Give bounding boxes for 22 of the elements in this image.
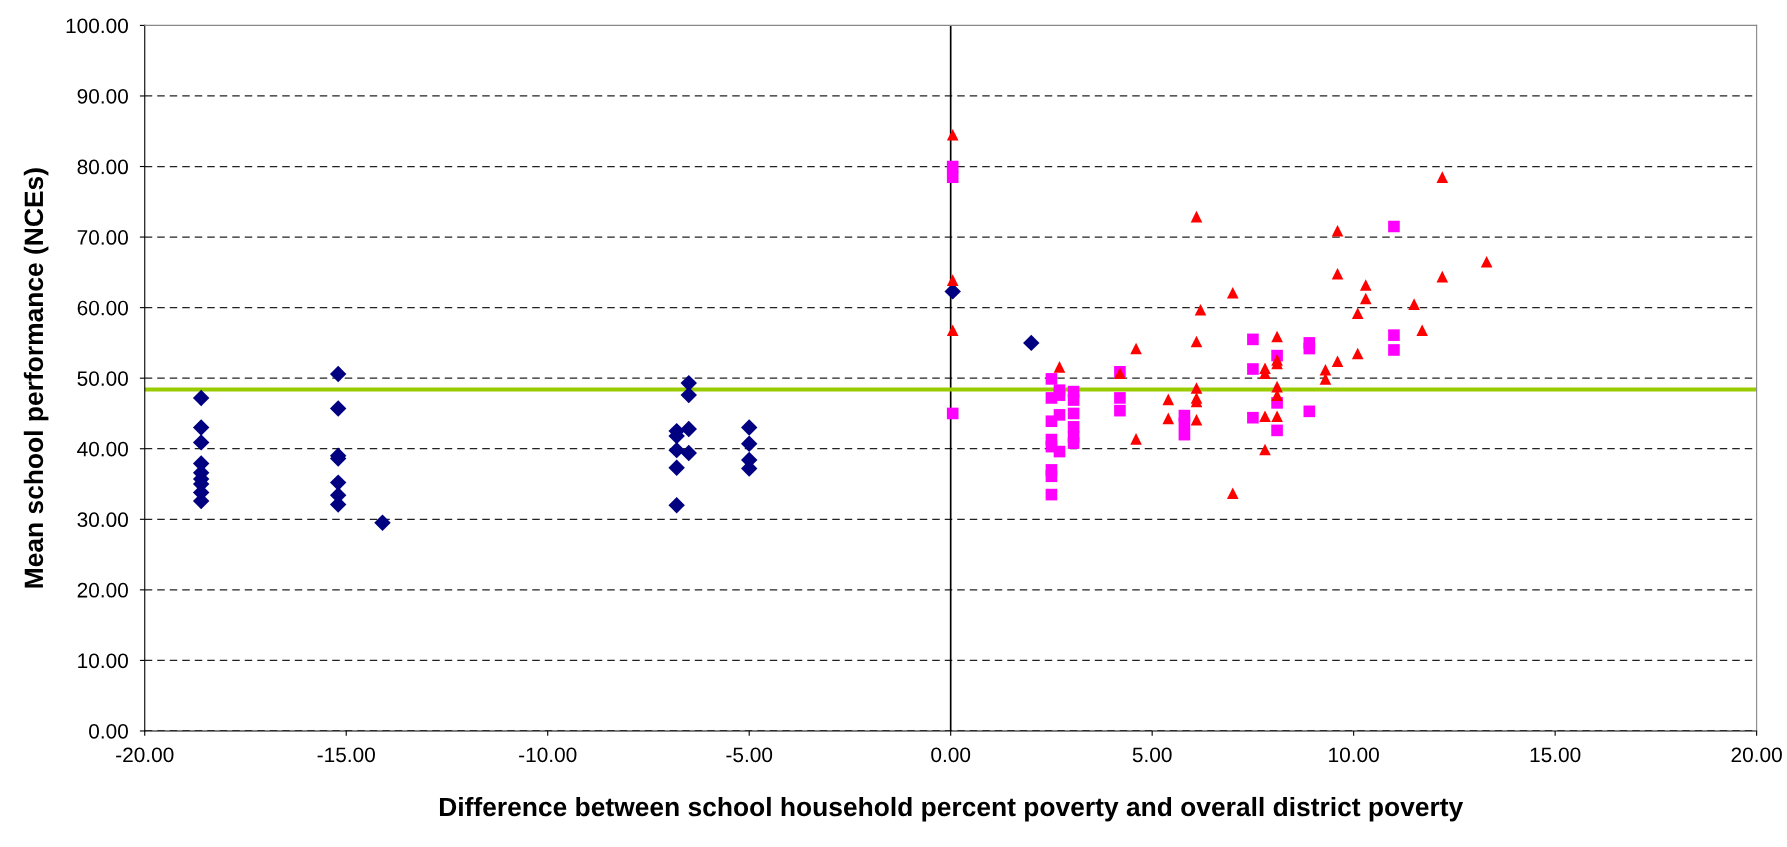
y-tick-label: 70.00: [77, 230, 128, 245]
x-tick-label: -10.00: [519, 747, 577, 763]
y-tick-label: 60.00: [77, 300, 128, 316]
x-tick-label: 5.00: [1132, 747, 1172, 763]
y-tick-label: 40.00: [77, 441, 128, 457]
x-tick-label: 15.00: [1530, 747, 1581, 763]
y-axis-title: Mean school performance (NCEs): [23, 168, 49, 588]
y-tick-label: 30.00: [77, 512, 128, 528]
y-tick-label: 80.00: [77, 159, 128, 175]
x-tick-label: 20.00: [1731, 747, 1782, 763]
x-tick-label: 0.00: [931, 747, 971, 763]
y-tick-label: 0.00: [89, 723, 128, 739]
x-tick-label: -15.00: [317, 747, 375, 763]
y-tick-label: 90.00: [77, 88, 128, 104]
y-tick-label: 50.00: [77, 371, 128, 386]
y-tick-label: 100.00: [66, 18, 128, 34]
y-tick-label: 10.00: [78, 653, 128, 669]
y-tick-label: 20.00: [77, 582, 128, 598]
x-axis-title: Difference between school household percent poverty and overall district poverty: [439, 796, 1464, 822]
x-tick-label: 10.00: [1329, 747, 1379, 763]
x-tick-label: -20.00: [116, 747, 174, 763]
x-tick-label: -5.00: [726, 747, 773, 763]
